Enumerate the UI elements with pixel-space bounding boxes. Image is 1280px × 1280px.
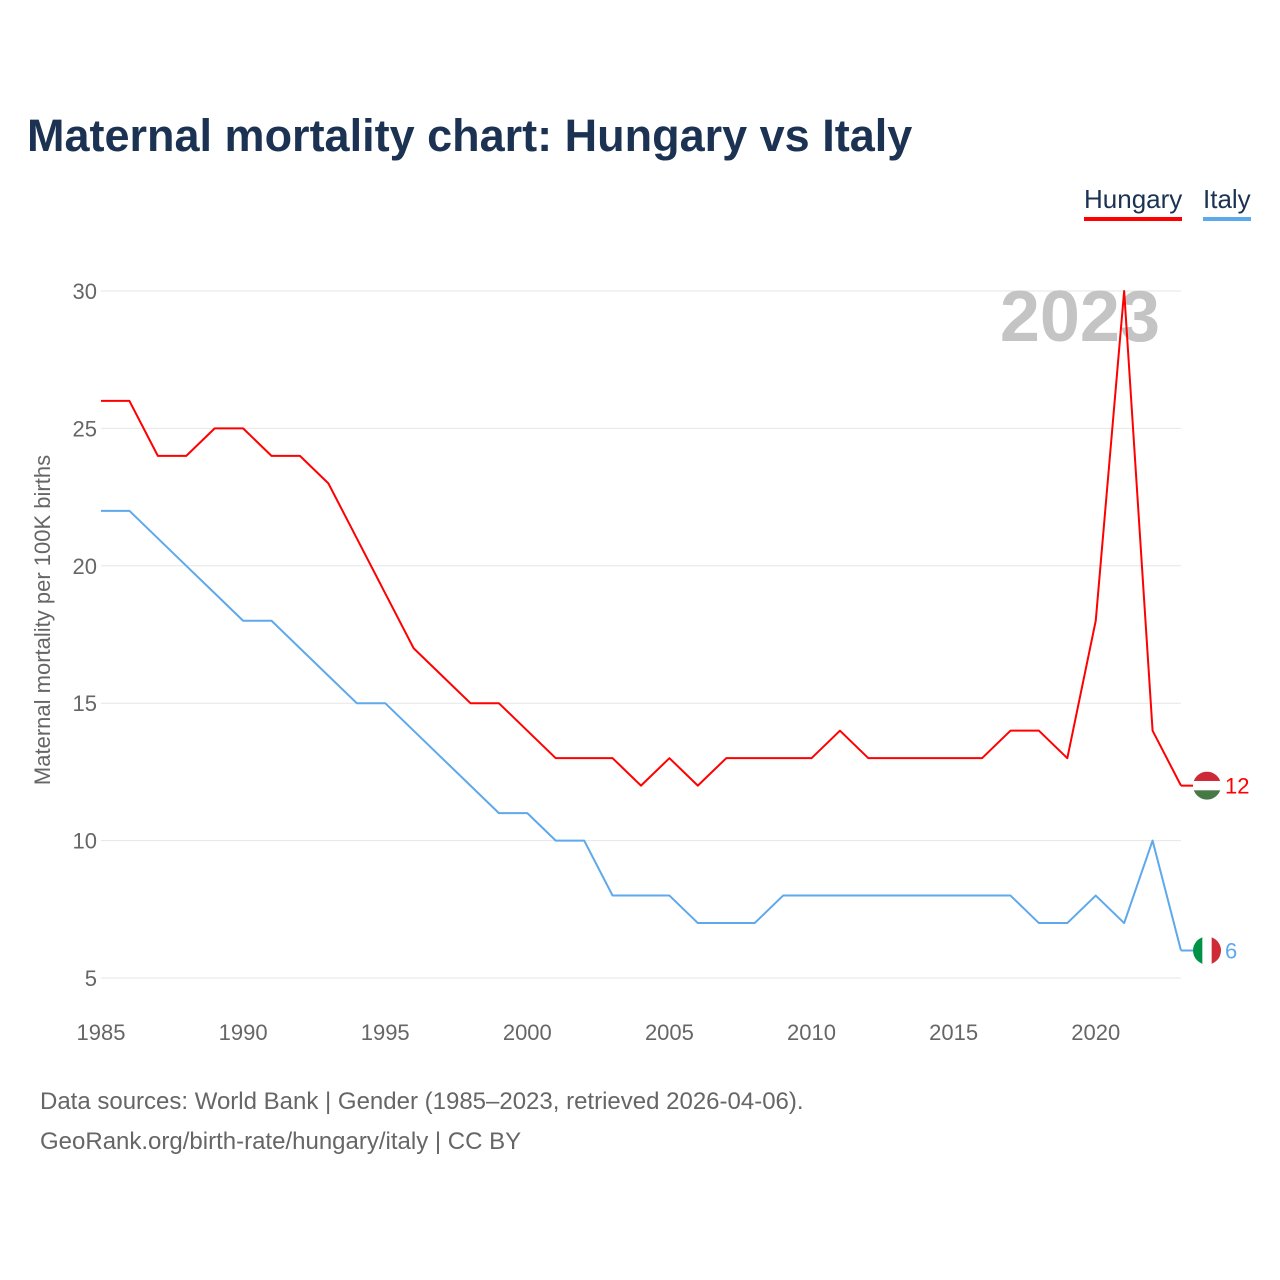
hungary-flag-icon [1193,771,1221,800]
legend-hungary[interactable]: Hungary [1084,184,1183,221]
x-tick-label: 2020 [1071,1020,1120,1045]
x-tick-label: 1995 [361,1020,410,1045]
x-tick-label: 1990 [219,1020,268,1045]
y-tick-label: 10 [73,829,97,854]
x-tick-label: 2005 [645,1020,694,1045]
end-value-label: 6 [1225,939,1237,964]
x-tick-label: 2010 [787,1020,836,1045]
chart-title: Maternal mortality chart: Hungary vs Ita… [27,110,913,161]
series-line-hungary [101,290,1182,787]
italy-flag-icon [1193,936,1221,965]
x-tick-label: 2000 [503,1020,552,1045]
y-tick-label: 30 [73,279,97,304]
legend-italy[interactable]: Italy [1203,184,1251,221]
x-tick-label: 2015 [929,1020,978,1045]
series-line-italy [101,509,1182,951]
y-tick-label: 25 [73,416,97,441]
year-watermark: 2023 [1000,277,1160,357]
x-tick-label: 1985 [77,1020,126,1045]
end-value-label: 12 [1225,774,1249,799]
source-link[interactable]: GeoRank.org/birth-rate/hungary/italy | C… [40,1128,522,1155]
y-tick-label: 15 [73,691,97,716]
y-tick-label: 20 [73,554,97,579]
y-tick-label: 5 [85,966,97,991]
y-axis-label: Maternal mortality per 100K births [30,455,55,785]
source-note: Data sources: World Bank | Gender (1985–… [40,1088,804,1115]
